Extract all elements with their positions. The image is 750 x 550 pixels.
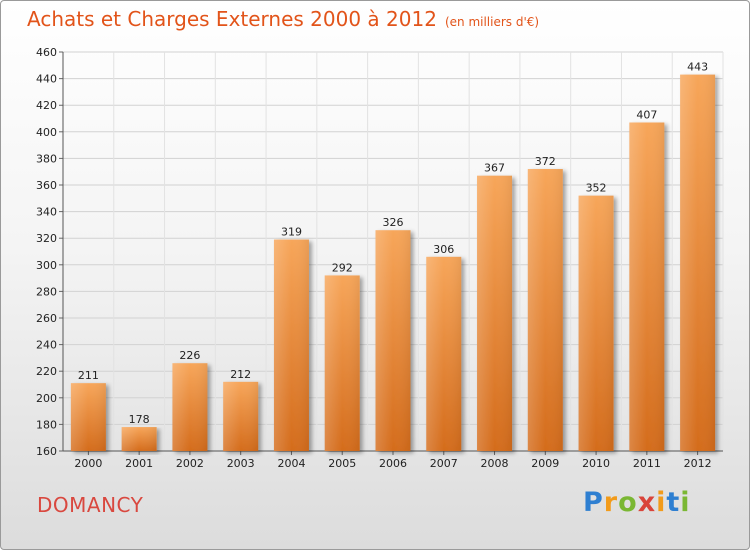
y-tick-label: 260 bbox=[36, 312, 57, 325]
logo-letter: x bbox=[637, 487, 657, 518]
x-tick-label: 2011 bbox=[633, 457, 661, 470]
logo-letter: i bbox=[656, 487, 667, 518]
bar-value-label: 226 bbox=[179, 349, 200, 362]
y-tick-label: 220 bbox=[36, 365, 57, 378]
bar-value-label: 443 bbox=[687, 61, 708, 74]
bar-value-label: 326 bbox=[383, 216, 404, 229]
logo-letter: t bbox=[666, 487, 681, 518]
x-tick-label: 2012 bbox=[684, 457, 712, 470]
tick-labels: 160 180 200 220 240 260 280 300 320 340 360 380 400 4… bbox=[36, 46, 712, 470]
y-tick-label: 420 bbox=[36, 99, 57, 112]
x-tick-label: 2010 bbox=[582, 457, 610, 470]
bar-sheen bbox=[680, 74, 716, 452]
x-tick-label: 2003 bbox=[227, 457, 255, 470]
bar-group bbox=[324, 275, 360, 451]
y-tick-label: 440 bbox=[36, 73, 57, 86]
bar-group bbox=[121, 427, 157, 451]
bar-value-label: 319 bbox=[281, 226, 302, 239]
bar-sheen bbox=[629, 122, 665, 452]
bar-group bbox=[426, 256, 462, 451]
y-tick-label: 320 bbox=[36, 232, 57, 245]
bar-sheen bbox=[273, 239, 309, 451]
bar-group bbox=[273, 239, 309, 451]
logo-letter: P bbox=[583, 487, 604, 518]
bar-value-label: 352 bbox=[586, 182, 607, 195]
proxiti-logo: Proxiti bbox=[583, 487, 691, 518]
x-tick-label: 2004 bbox=[277, 457, 305, 470]
bar-value-label: 367 bbox=[484, 162, 505, 175]
y-tick-label: 200 bbox=[36, 392, 57, 405]
bar-group bbox=[680, 74, 716, 452]
x-tick-label: 2006 bbox=[379, 457, 407, 470]
bar-group bbox=[527, 169, 563, 452]
bar-group bbox=[375, 230, 411, 451]
bar-value-label: 292 bbox=[332, 261, 353, 274]
bar-sheen bbox=[121, 427, 157, 451]
town-name: DOMANCY bbox=[37, 493, 144, 517]
y-tick-label: 160 bbox=[36, 445, 57, 458]
bars bbox=[70, 74, 716, 452]
x-tick-label: 2009 bbox=[531, 457, 559, 470]
y-tick-label: 360 bbox=[36, 179, 57, 192]
bar-value-label: 372 bbox=[535, 155, 556, 168]
bar-sheen bbox=[172, 363, 208, 451]
y-tick-label: 340 bbox=[36, 206, 57, 219]
bar-value-label: 212 bbox=[230, 368, 251, 381]
bar-sheen bbox=[578, 195, 614, 451]
bar-value-label: 178 bbox=[129, 413, 150, 426]
bar-sheen bbox=[527, 169, 563, 452]
bar-sheen bbox=[375, 230, 411, 451]
bar-sheen bbox=[324, 275, 360, 451]
x-tick-label: 2000 bbox=[74, 457, 102, 470]
logo-letter: i bbox=[680, 487, 691, 518]
bar-value-label: 407 bbox=[636, 108, 657, 121]
bar-group bbox=[70, 383, 106, 451]
y-tick-label: 380 bbox=[36, 152, 57, 165]
logo-letter: r bbox=[603, 487, 619, 518]
logo-letter: o bbox=[618, 487, 638, 518]
y-tick-label: 180 bbox=[36, 418, 57, 431]
x-tick-label: 2002 bbox=[176, 457, 204, 470]
y-tick-label: 240 bbox=[36, 339, 57, 352]
bar-sheen bbox=[70, 383, 106, 451]
chart-title-text: Achats et Charges Externes 2000 à 2012 bbox=[27, 7, 437, 31]
bar-group bbox=[578, 195, 614, 451]
y-tick-label: 300 bbox=[36, 259, 57, 272]
bar-sheen bbox=[426, 256, 462, 451]
x-tick-label: 2005 bbox=[328, 457, 356, 470]
y-tick-label: 280 bbox=[36, 285, 57, 298]
y-tick-label: 400 bbox=[36, 126, 57, 139]
bar-group bbox=[223, 381, 259, 451]
chart-subtitle: (en milliers d'€) bbox=[444, 15, 540, 29]
y-tick-label: 460 bbox=[36, 46, 57, 59]
chart-title: Achats et Charges Externes 2000 à 2012 (e… bbox=[27, 7, 539, 31]
bar-sheen bbox=[223, 381, 259, 451]
x-tick-label: 2001 bbox=[125, 457, 153, 470]
x-tick-label: 2008 bbox=[481, 457, 509, 470]
bar-value-label: 211 bbox=[78, 369, 99, 382]
bar-sheen bbox=[477, 175, 513, 451]
value-labels: 211 178 226 212 319 292 326 306 367 372 352 407 443 bbox=[78, 61, 708, 426]
bar-group bbox=[629, 122, 665, 452]
bar-group bbox=[477, 175, 513, 451]
x-tick-label: 2007 bbox=[430, 457, 458, 470]
bar-value-label: 306 bbox=[433, 243, 454, 256]
bar-group bbox=[172, 363, 208, 451]
